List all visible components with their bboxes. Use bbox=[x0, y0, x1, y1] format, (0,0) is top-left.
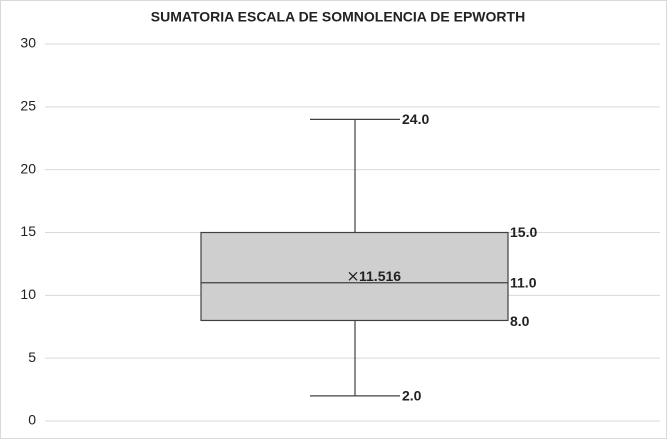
mean-marker-stroke bbox=[348, 271, 358, 281]
y-tick-label: 30 bbox=[20, 35, 36, 51]
data-label: 24.0 bbox=[402, 111, 429, 127]
data-label: 2.0 bbox=[402, 388, 422, 404]
y-tick-label: 15 bbox=[20, 223, 36, 239]
y-tick-label: 25 bbox=[20, 98, 36, 114]
y-tick-label: 5 bbox=[28, 349, 36, 365]
data-label: 11.0 bbox=[510, 274, 537, 290]
y-tick-label: 20 bbox=[20, 160, 36, 176]
data-label: 15.0 bbox=[510, 224, 537, 240]
y-tick-label: 10 bbox=[20, 286, 36, 302]
y-tick-label: 0 bbox=[28, 412, 36, 428]
chart-title: SUMATORIA ESCALA DE SOMNOLENCIA DE EPWOR… bbox=[151, 9, 525, 25]
box bbox=[200, 231, 509, 322]
data-label: 8.0 bbox=[510, 313, 530, 329]
mean-marker bbox=[348, 271, 358, 281]
mean-label: 11.516 bbox=[359, 268, 401, 284]
